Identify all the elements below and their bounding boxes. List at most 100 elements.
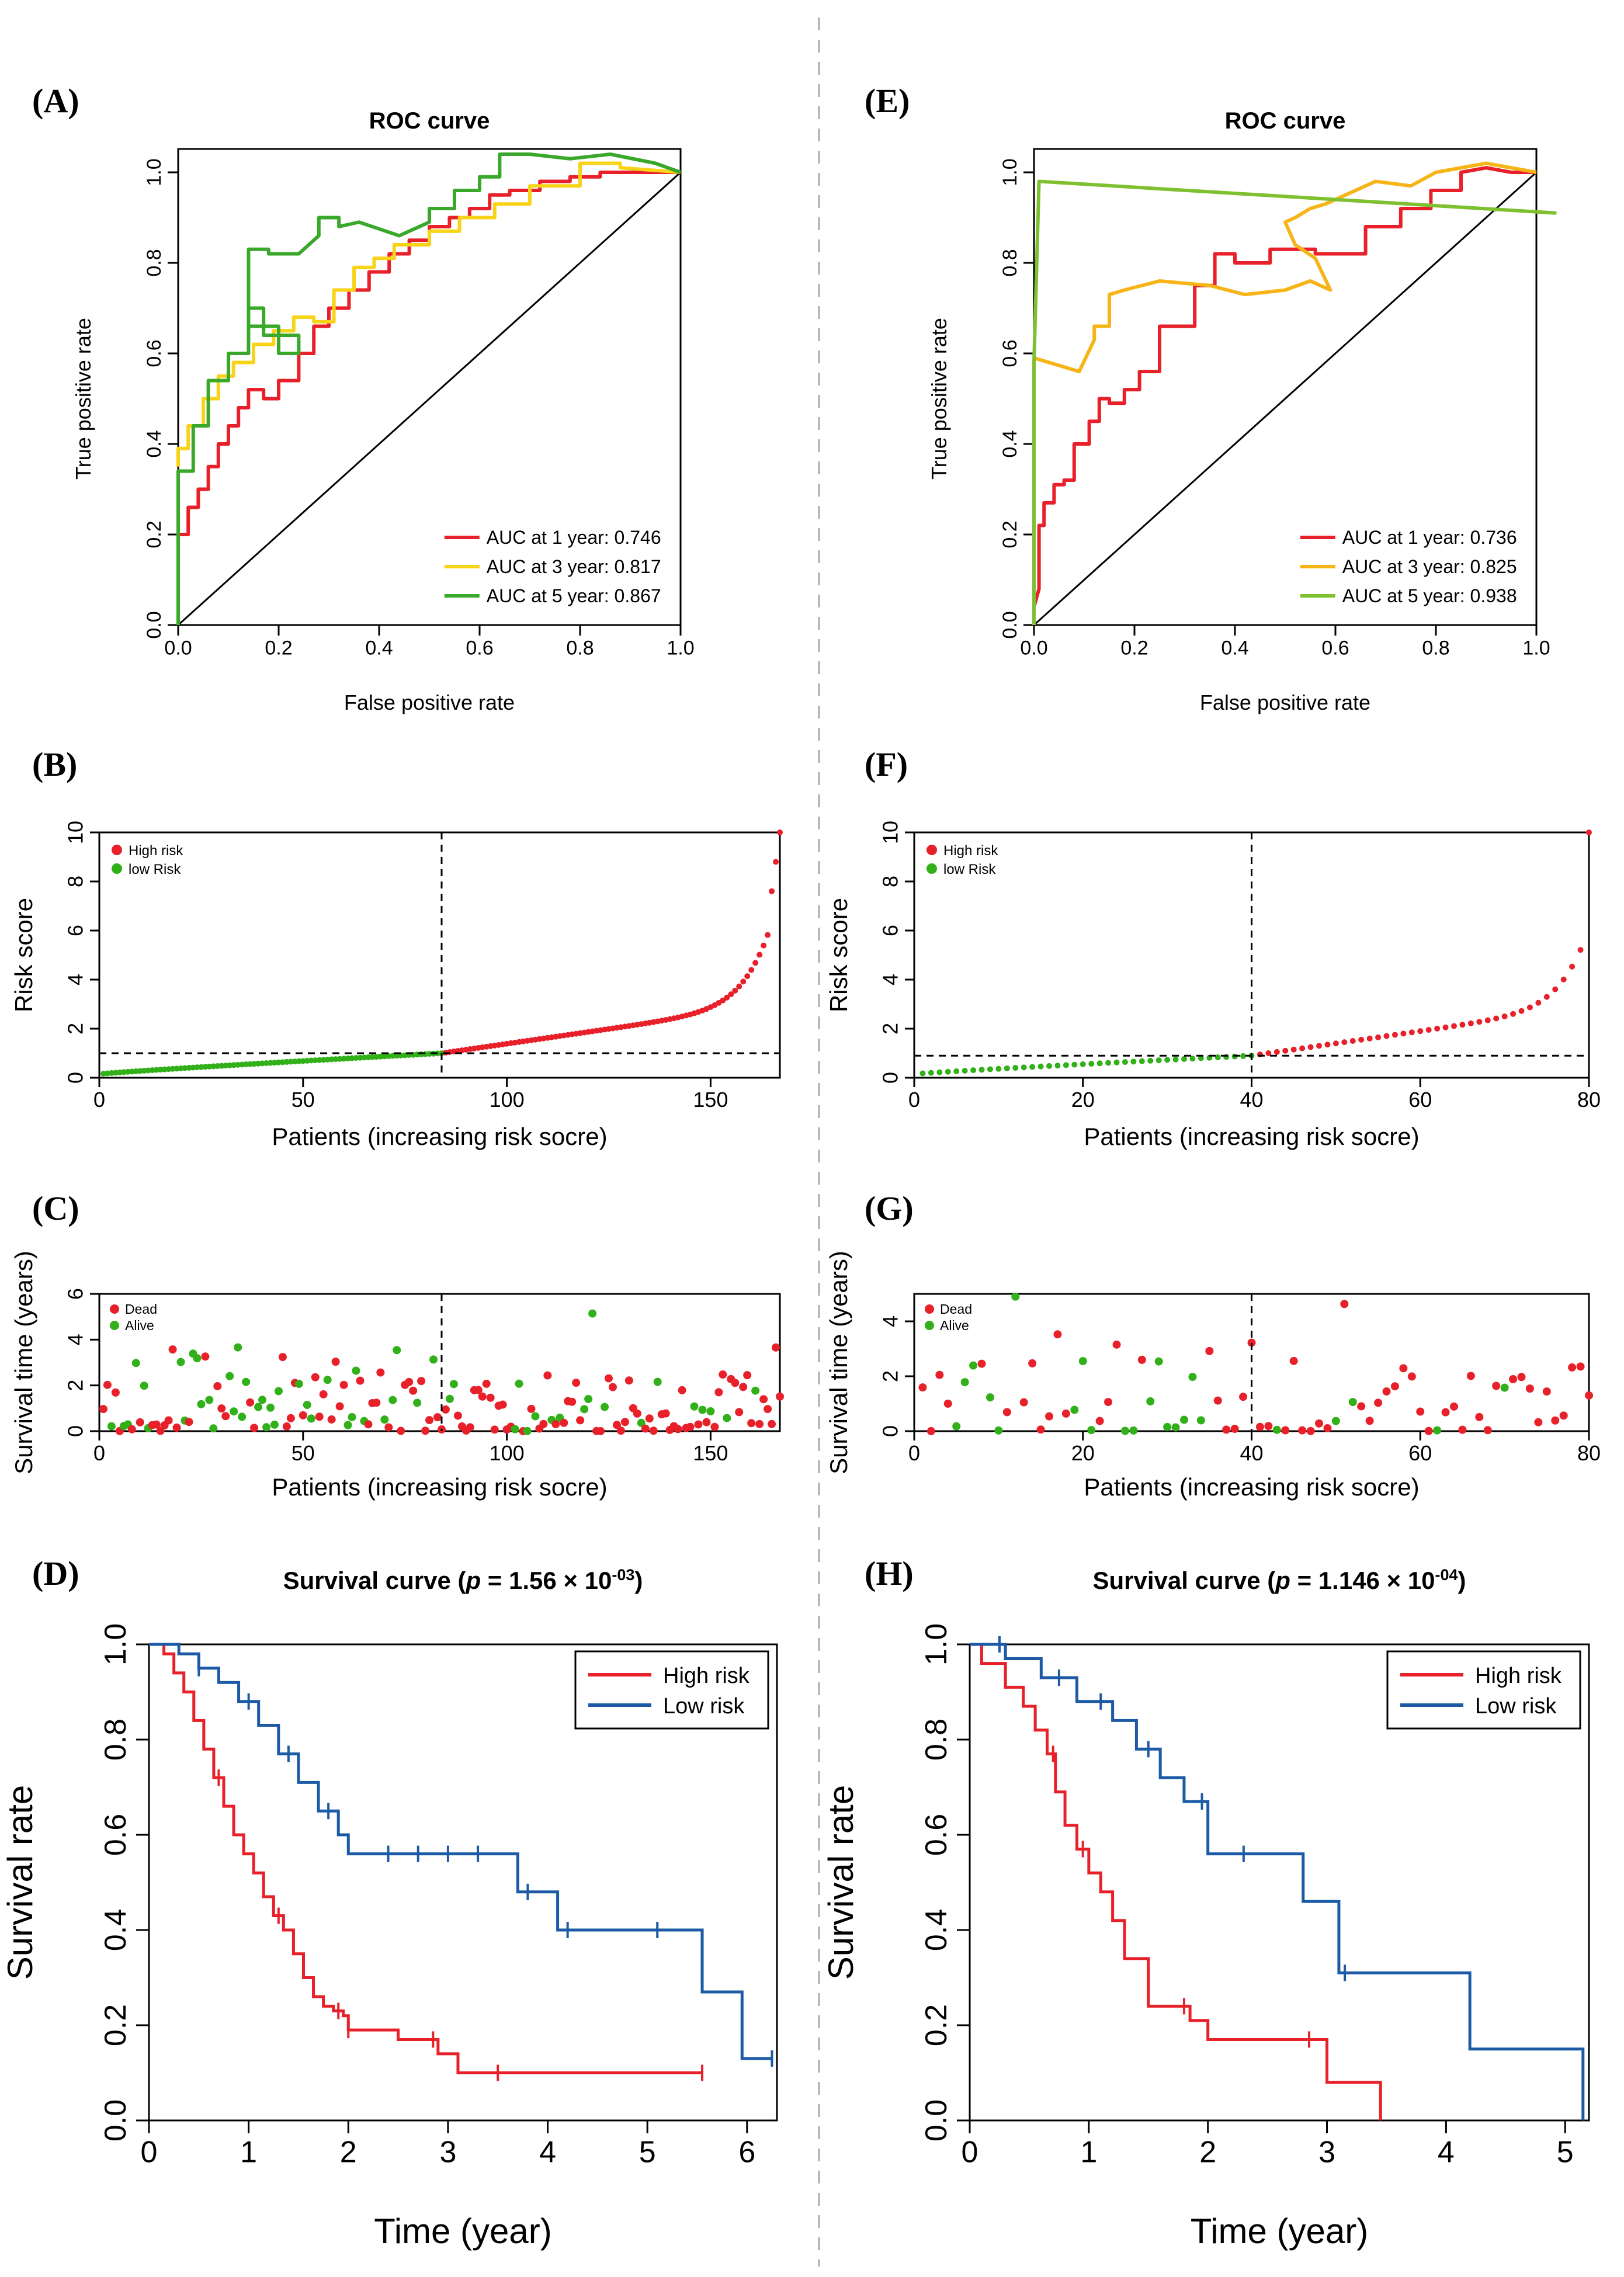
low-risk-point [1172, 1056, 1179, 1063]
x-tick-label: 150 [693, 1088, 728, 1112]
legend-label: Low risk [663, 1694, 745, 1719]
dead-point [286, 1414, 295, 1422]
dead-point [282, 1422, 291, 1431]
alive-point [413, 1398, 422, 1407]
dead-point [417, 1377, 426, 1386]
y-tick-label: 10 [63, 821, 87, 844]
y-tick-label: 0.8 [999, 249, 1021, 276]
x-tick-label: 0.0 [164, 637, 192, 659]
high-risk-point [1552, 986, 1559, 992]
x-tick-label: 0 [141, 2135, 158, 2169]
x-tick-label: 3 [1318, 2135, 1335, 2169]
x-axis-label: False positive rate [344, 690, 515, 714]
dead-point [1534, 1418, 1543, 1426]
chart-title: ROC curve [1225, 108, 1346, 134]
dead-point [1424, 1426, 1433, 1435]
low-risk-point [995, 1065, 1002, 1072]
x-tick-label: 0.8 [1422, 637, 1449, 659]
legend-label: High risk [1475, 1664, 1562, 1688]
low-risk-point [1080, 1061, 1086, 1067]
dead-point [1585, 1391, 1593, 1400]
high-risk-point [1332, 1040, 1339, 1047]
dead-point [1441, 1408, 1450, 1417]
high-risk-point [1586, 829, 1592, 835]
dead-point [1061, 1409, 1070, 1418]
x-tick-label: 3 [439, 2135, 456, 2169]
alive-point [205, 1396, 214, 1404]
dead-point [918, 1383, 927, 1392]
dead-point [490, 1425, 499, 1434]
alive-point [294, 1380, 303, 1389]
dead-point [649, 1426, 658, 1435]
y-tick-label: 10 [878, 821, 902, 844]
alive-point [107, 1422, 116, 1431]
alive-point [1011, 1292, 1020, 1301]
high-risk-point [1577, 947, 1584, 953]
x-axis-label: Patients (increasing risk socre) [1084, 1473, 1419, 1501]
high-risk-point [777, 829, 783, 835]
legend-label: AUC at 5 year: 0.938 [1342, 585, 1517, 606]
low-risk-point [1021, 1064, 1027, 1071]
high-risk-point [1493, 1015, 1500, 1022]
dead-point [1525, 1384, 1534, 1393]
legend-marker [925, 1304, 934, 1314]
x-tick-label: 0.6 [466, 637, 493, 659]
low-risk-point [936, 1069, 943, 1075]
alive-point [523, 1426, 532, 1435]
high-risk-point [1417, 1028, 1424, 1035]
dead-point [339, 1380, 348, 1389]
high-risk-point [1324, 1042, 1331, 1048]
high-risk-point [1265, 1050, 1272, 1056]
dead-point [1559, 1411, 1568, 1420]
low-risk-point [953, 1068, 960, 1074]
x-tick-label: 60 [1408, 1441, 1432, 1465]
chart-title: ROC curve [369, 108, 490, 134]
alive-point [1087, 1426, 1096, 1435]
legend-marker [112, 863, 122, 874]
dead-point [1340, 1300, 1349, 1308]
alive-point [307, 1414, 315, 1423]
y-tick-label: 0.4 [99, 1909, 133, 1951]
y-tick-label: 0.8 [919, 1719, 953, 1761]
dead-point [572, 1379, 581, 1387]
panel-label-E: (E) [865, 82, 910, 120]
x-tick-label: 60 [1408, 1088, 1432, 1112]
alive-point [193, 1354, 202, 1363]
dead-point [620, 1418, 629, 1426]
alive-point [1146, 1397, 1155, 1406]
low-risk-point [1198, 1055, 1204, 1061]
legend-marker [926, 845, 937, 855]
dead-point [935, 1370, 944, 1379]
low-risk-point [1181, 1056, 1187, 1062]
x-tick-label: 150 [693, 1441, 728, 1465]
km-plot-H: 0 1 2 3 4 5 0.0 0.2 0.4 0.6 0.8 1.0 Time (year) Survi… [821, 1566, 1590, 2251]
high-risk-point [1518, 1008, 1525, 1014]
x-axis-label: Patients (increasing risk socre) [1084, 1123, 1419, 1150]
low-risk-point [1037, 1063, 1044, 1070]
alive-point [388, 1396, 397, 1404]
alive-point [234, 1343, 242, 1352]
dead-point [694, 1420, 703, 1429]
x-tick-label: 0.6 [1321, 637, 1349, 659]
high-risk-point [1391, 1032, 1398, 1038]
legend-box [1386, 1650, 1581, 1730]
y-tick-label: 2 [878, 1023, 902, 1035]
dead-point [1509, 1375, 1518, 1384]
dead-point [478, 1392, 487, 1401]
roc-plot-A: 0.0 0.2 0.4 0.6 0.8 1.0 0.0 0.2 0.4 0.6 0.8 1.0 Fals… [71, 108, 695, 714]
y-axis-label: Survival rate [821, 1785, 860, 1980]
dead-point [764, 1405, 772, 1414]
y-tick-label: 0.6 [999, 339, 1021, 367]
high-risk-point [1273, 1049, 1280, 1055]
alive-point [209, 1424, 218, 1433]
x-tick-label: 0.2 [1120, 637, 1148, 659]
dead-point [719, 1370, 727, 1379]
title-part: p [1275, 1567, 1290, 1594]
low-risk-point [962, 1067, 968, 1074]
roc-plot-E: 0.0 0.2 0.4 0.6 0.8 1.0 0.0 0.2 0.4 0.6 0.8 1.0 Fals… [927, 108, 1557, 714]
high-risk-point [1349, 1037, 1356, 1044]
panel-label-H: (H) [865, 1554, 914, 1592]
roc-series-line-2 [176, 161, 681, 467]
dead-point [319, 1390, 328, 1398]
